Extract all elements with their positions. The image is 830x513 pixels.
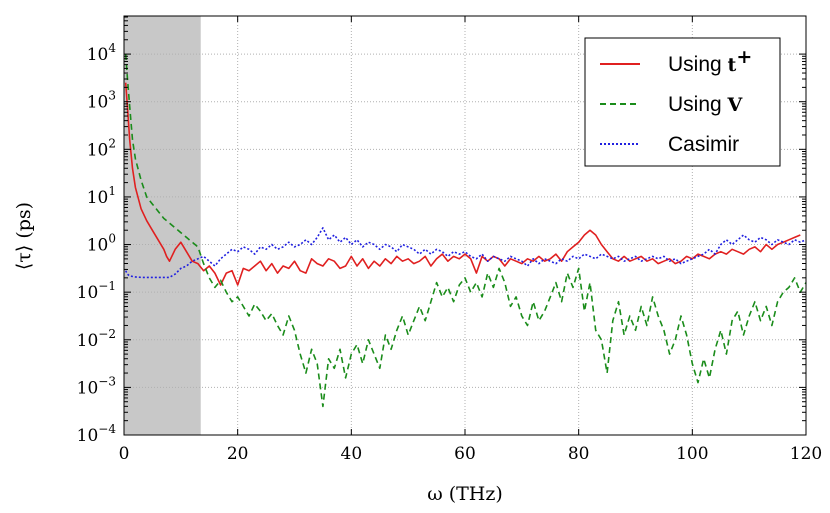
legend-label-casimir: Casimir: [668, 133, 739, 156]
x-tick-label: 120: [790, 444, 822, 464]
x-axis-label: ω (THz): [427, 483, 503, 505]
y-tick-label: 10−3: [77, 374, 116, 398]
x-tick-label: 60: [454, 444, 476, 464]
y-tick-label: 102: [87, 136, 116, 160]
y-tick-label: 10−2: [77, 327, 116, 351]
legend: Using t+ Using V Casimir: [584, 37, 781, 167]
x-tick-label: 20: [227, 444, 249, 464]
plot-frame: [123, 15, 807, 436]
shaded-region: [124, 16, 201, 435]
y-axis-label: ⟨τ⟩ (ps): [13, 202, 35, 270]
legend-label-v: Using V: [668, 93, 744, 116]
series-line-0: [124, 82, 801, 286]
legend-label-t-plus: Using t+: [668, 46, 752, 76]
x-tick-label: 0: [119, 444, 130, 464]
series-line-2: [124, 227, 807, 279]
series-line-1: [124, 54, 807, 408]
x-tick-label: 100: [676, 444, 708, 464]
y-tick-label: 104: [87, 41, 117, 65]
x-tick-label: 80: [568, 444, 590, 464]
y-tick-label: 10−4: [77, 422, 117, 446]
y-tick-label: 103: [87, 89, 116, 113]
y-tick-label: 100: [87, 232, 116, 256]
x-tick-label: 40: [341, 444, 363, 464]
y-tick-label: 101: [87, 184, 116, 208]
y-tick-label: 10−1: [77, 279, 116, 303]
